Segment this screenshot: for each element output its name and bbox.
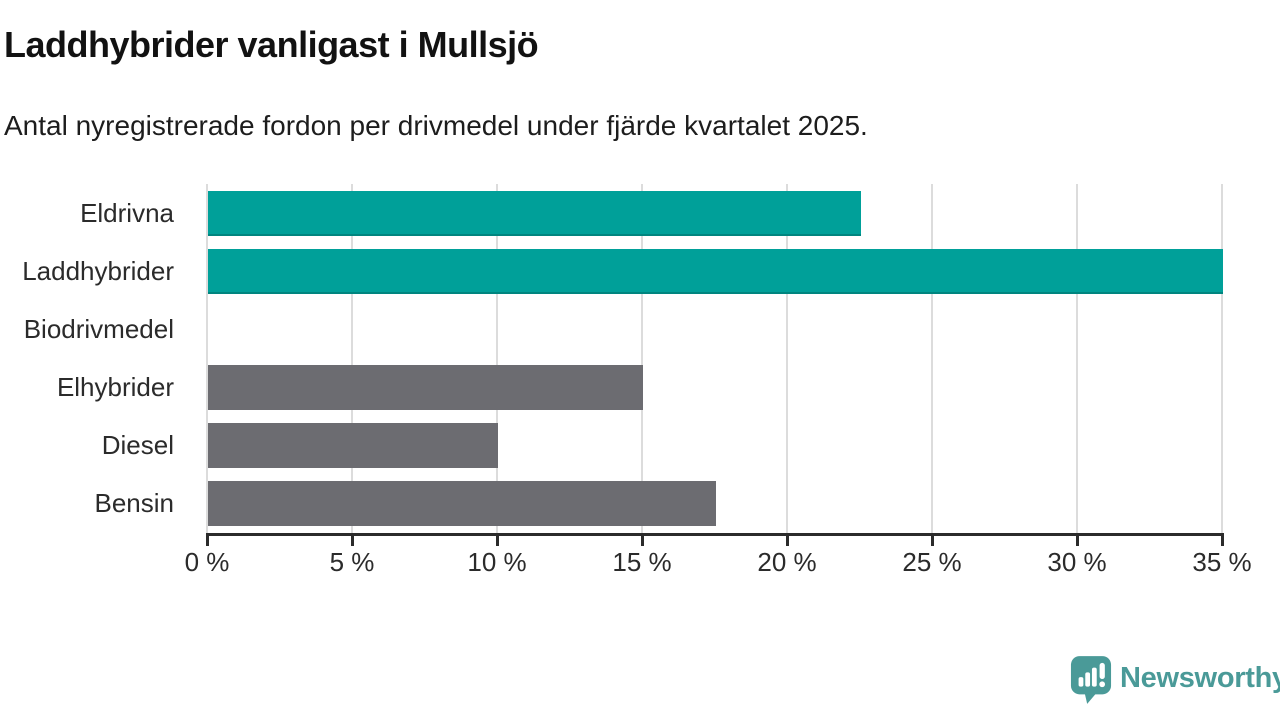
bar-row xyxy=(207,475,1223,533)
plot-area xyxy=(206,184,1223,533)
x-axis-line xyxy=(206,533,1224,536)
gridline xyxy=(351,184,353,533)
x-axis-tick xyxy=(350,533,354,546)
y-axis-labels: Eldrivna Laddhybrider Biodrivmedel Elhybrid… xyxy=(0,184,191,533)
x-axis-tick xyxy=(495,533,499,546)
category-label: Bensin xyxy=(94,488,175,519)
newsworthy-logo: Newsworthy xyxy=(1070,655,1280,705)
category-label: Biodrivmedel xyxy=(23,313,174,344)
bar-row xyxy=(207,300,1223,358)
bar-row xyxy=(207,359,1223,417)
x-axis-tick xyxy=(930,533,934,546)
chart-subtitle: Antal nyregistrerade fordon per drivmede… xyxy=(4,110,868,141)
bar xyxy=(208,365,643,411)
x-axis-tick-label: 0 % xyxy=(184,547,230,577)
gridline xyxy=(641,184,643,533)
x-axis-tick xyxy=(640,533,644,546)
x-axis-tick xyxy=(205,533,209,546)
x-axis-tick-label: 25 % xyxy=(902,547,962,577)
x-axis-tick xyxy=(785,533,789,546)
bar xyxy=(208,423,498,469)
gridline xyxy=(786,184,788,533)
page-title: Laddhybrider vanligast i Mullsjö xyxy=(4,24,539,65)
category-label: Eldrivna xyxy=(80,197,174,228)
x-axis-tick-label: 20 % xyxy=(757,547,817,577)
newsworthy-logo-icon xyxy=(1070,656,1112,704)
x-axis-tick-label: 10 % xyxy=(467,547,527,577)
x-axis-tick-label: 5 % xyxy=(329,547,375,577)
gridline xyxy=(1076,184,1078,533)
category-label: Laddhybrider xyxy=(22,255,174,286)
x-axis-tick-label: 15 % xyxy=(612,547,672,577)
gridline xyxy=(1221,184,1223,533)
gridline xyxy=(206,184,208,533)
x-axis-tick-label: 35 % xyxy=(1192,547,1252,577)
x-axis-tick xyxy=(1075,533,1079,546)
bar xyxy=(208,248,1223,294)
bar-row xyxy=(207,184,1223,242)
bar-row xyxy=(207,242,1223,300)
x-axis-tick xyxy=(1220,533,1224,546)
category-label: Elhybrider xyxy=(56,372,174,403)
bar-row xyxy=(207,417,1223,475)
category-label: Diesel xyxy=(101,430,174,461)
gridline xyxy=(496,184,498,533)
gridline xyxy=(931,184,933,533)
bar xyxy=(208,190,861,236)
x-axis-tick-label: 30 % xyxy=(1047,547,1107,577)
newsworthy-logo-text: Newsworthy xyxy=(1120,662,1280,694)
bar xyxy=(208,481,716,527)
